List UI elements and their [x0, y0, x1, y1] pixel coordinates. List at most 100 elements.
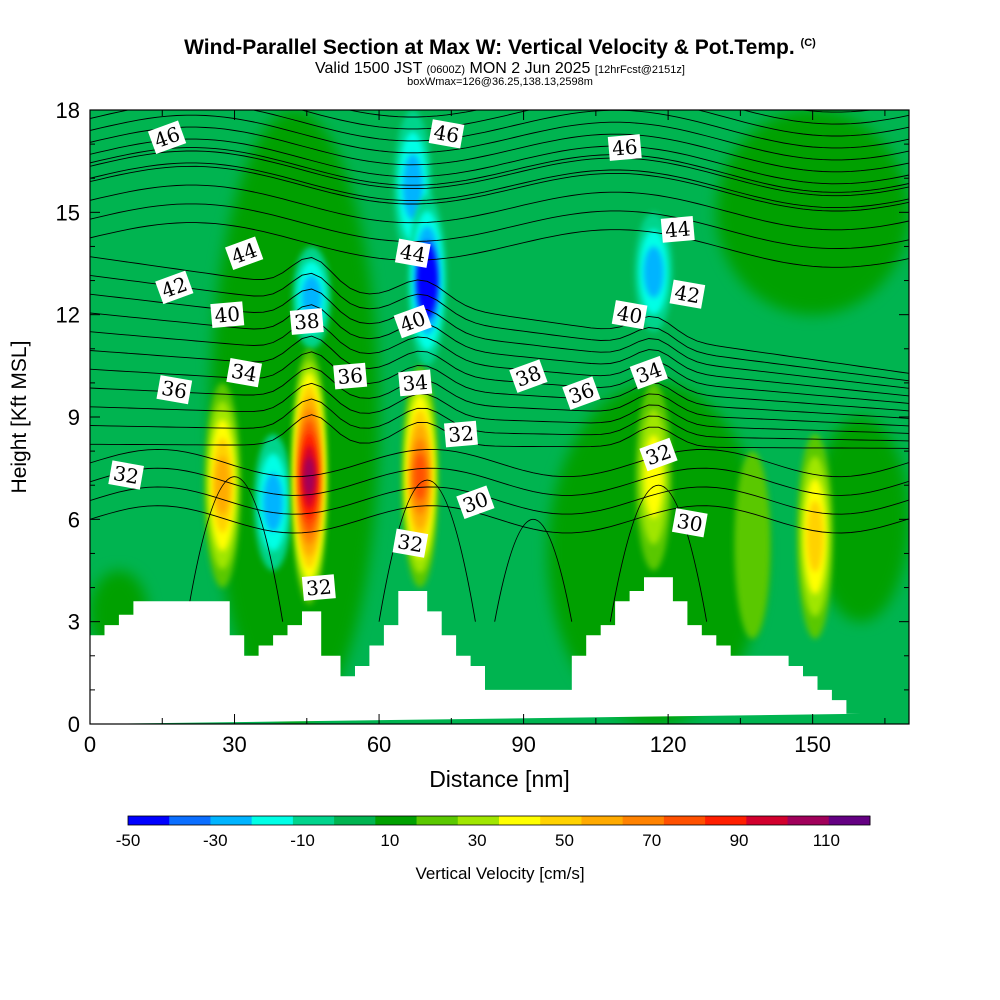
- contour-label-text: 44: [398, 239, 427, 267]
- y-tick-label: 12: [56, 303, 80, 328]
- contour-label-text: 42: [673, 280, 702, 308]
- contour-label-box: [394, 238, 431, 268]
- colorbar-swatch: [292, 816, 335, 825]
- copyright-mark: (C): [800, 37, 816, 49]
- theta-contour: [378, 479, 476, 622]
- contour-label-32: 32: [301, 574, 336, 601]
- colorbar-tick-label: 30: [468, 831, 487, 850]
- x-tick-label: 150: [794, 732, 831, 757]
- theta-contour: [90, 505, 909, 534]
- contour-label-box: [226, 358, 263, 388]
- contour-label-30: 30: [671, 508, 708, 538]
- theta-contour: [90, 147, 909, 193]
- x-axis-label: Distance [nm]: [429, 766, 570, 792]
- contour-label-box: [333, 362, 368, 390]
- x-tick-label: 30: [222, 732, 246, 757]
- contour-label-text: 32: [447, 421, 474, 447]
- contour-label-text: 36: [160, 376, 189, 404]
- contour-label-44: 44: [394, 238, 431, 268]
- contour-label-text: 32: [396, 529, 425, 557]
- terrain: [90, 577, 861, 724]
- y-tick-label: 18: [56, 98, 80, 123]
- theta-contour: [90, 319, 909, 404]
- contour-label-32: 32: [392, 528, 429, 558]
- colorbar-tick-label: -50: [116, 831, 141, 850]
- colorbar-swatch: [746, 816, 789, 825]
- theta-contour: [798, 110, 874, 113]
- colorbar-swatch: [251, 816, 294, 825]
- y-tick-label: 15: [56, 200, 80, 225]
- colorbar-label: Vertical Velocity [cm/s]: [415, 864, 585, 883]
- colorbar-tick-label: 90: [730, 831, 749, 850]
- theta-contour: [90, 150, 909, 197]
- theta-contour: [494, 518, 573, 622]
- contour-label-box: [108, 460, 144, 490]
- chart-title: Wind-Parallel Section at Max W: Vertical…: [184, 36, 816, 59]
- theta-contour: [90, 162, 909, 209]
- contour-label-text: 44: [664, 216, 691, 242]
- colorbar-swatch: [416, 816, 459, 825]
- downdraft-core: [419, 257, 435, 304]
- contour-label-box: [147, 120, 187, 155]
- theta-contour: [90, 32, 909, 77]
- colorbar-swatch: [499, 816, 541, 825]
- y-tick-label: 3: [68, 610, 80, 635]
- contour-label-box: [443, 420, 478, 448]
- contour-label-box: [210, 301, 245, 329]
- theta-contour: [90, 486, 909, 515]
- contour-label-box: [562, 376, 601, 410]
- contour-label-box: [398, 369, 433, 397]
- colorbar-swatch: [622, 816, 665, 825]
- contour-label-box: [225, 236, 264, 271]
- downdraft-core: [643, 246, 664, 298]
- colorbar-tick-label: 50: [555, 831, 574, 850]
- colorbar-swatch: [540, 816, 582, 825]
- theta-contour: [299, 110, 909, 137]
- x-tick-label: 120: [650, 732, 687, 757]
- colorbar-tick-label: 70: [642, 831, 661, 850]
- weak-updraft-band: [812, 417, 909, 622]
- theta-contour: [90, 335, 909, 412]
- contour-label-text: 34: [230, 359, 259, 387]
- downdraft-core: [301, 275, 322, 320]
- contour-label-44: 44: [660, 216, 695, 243]
- contour-label-32: 32: [108, 460, 144, 490]
- theta-contour: [90, 367, 909, 427]
- theta-contour: [90, 138, 909, 185]
- colorbar-swatch: [828, 816, 871, 825]
- y-tick-label: 6: [68, 507, 80, 532]
- contour-label-text: 36: [336, 363, 363, 389]
- colorbar-swatch: [457, 816, 500, 825]
- contour-label-box: [509, 359, 548, 393]
- contour-label-box: [660, 216, 695, 243]
- colorbar-swatch: [210, 816, 253, 825]
- contour-label-box: [611, 300, 648, 330]
- contour-label-box: [155, 270, 194, 305]
- contour-label-42: 42: [669, 279, 706, 309]
- colorbar-swatch: [581, 816, 624, 825]
- x-tick-label: 60: [367, 732, 391, 757]
- colorbar-swatch: [334, 816, 376, 825]
- y-tick-label: 0: [68, 712, 80, 737]
- updraft-core: [303, 457, 315, 497]
- contour-label-box: [393, 304, 432, 339]
- downdraft-core: [263, 473, 283, 532]
- colorbar-tick-label: 110: [813, 831, 840, 850]
- theta-contour: [90, 56, 909, 101]
- theta-contour: [90, 184, 909, 231]
- colorbar-tick-label: -10: [290, 831, 315, 850]
- weak-updraft-band: [716, 110, 909, 315]
- contour-label-box: [456, 485, 495, 520]
- downdraft-core: [402, 153, 423, 220]
- theta-contour: [90, 467, 909, 496]
- theta-contour: [90, 222, 909, 268]
- contour-label-box: [607, 134, 642, 161]
- theta-contour: [90, 382, 909, 434]
- contour-label-text: 30: [675, 509, 704, 537]
- contour-label-box: [671, 508, 708, 538]
- chart-subtitle: Valid 1500 JST (0600Z) MON 2 Jun 2025 [1…: [315, 60, 685, 77]
- contour-label-text: 34: [401, 370, 428, 396]
- contour-label-box: [669, 279, 706, 309]
